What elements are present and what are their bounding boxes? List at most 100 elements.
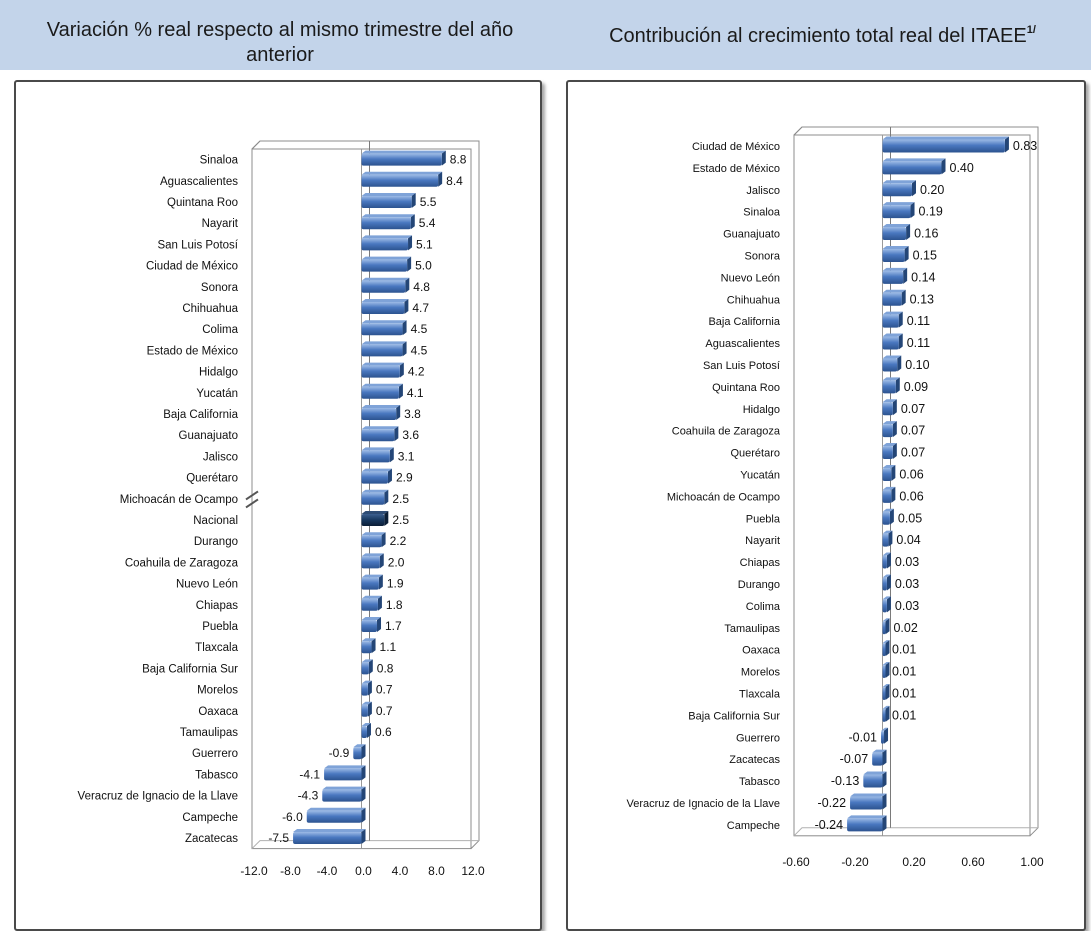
bar-top-face	[850, 793, 887, 797]
bar-top-face	[361, 150, 446, 154]
category-label-aguascalientes: Aguascalientes	[160, 176, 238, 188]
bar-top-face	[882, 355, 902, 359]
bar-face	[361, 196, 412, 208]
bar-top-face	[361, 532, 386, 536]
bar-top-face	[361, 299, 409, 302]
value-label-tabasco: -4.1	[299, 767, 320, 781]
category-label-oaxaca: Oaxaca	[742, 645, 781, 657]
value-label-tamaulipas: 0.02	[893, 621, 917, 635]
category-label-aguascalientes: Aguascalientes	[705, 338, 780, 350]
bar-face	[882, 183, 912, 197]
category-label-nayarit: Nayarit	[202, 218, 239, 230]
bar-side-face	[886, 574, 891, 591]
bar-side-face	[892, 421, 897, 438]
bar-top-face	[882, 596, 891, 600]
bar-top-face	[882, 618, 890, 622]
bar-top-face	[882, 267, 908, 271]
bar-baja-california	[361, 405, 401, 420]
plot-floor	[251, 840, 479, 849]
bar-face	[882, 621, 886, 635]
right-chart-title-text: Contribución al crecimiento total real d…	[609, 25, 1027, 47]
bar-top-face	[882, 508, 894, 512]
bar-puebla	[361, 617, 382, 632]
bar-face	[361, 577, 379, 590]
category-label-ciudad-de-mexico: Ciudad de México	[146, 261, 238, 273]
value-label-jalisco: 3.1	[398, 449, 415, 463]
x-tick-label: -0.20	[841, 855, 869, 869]
bar-side-face	[361, 765, 366, 781]
bar-queretaro	[361, 468, 392, 484]
value-label-sonora: 0.15	[913, 248, 937, 262]
x-tick-label: 4.0	[392, 864, 409, 878]
bar-top-face	[361, 701, 372, 705]
bar-hidalgo	[882, 399, 897, 416]
category-label-veracruz-de-ignacio-de-la-llave: Veracruz de Ignacio de la Llave	[627, 798, 781, 810]
category-label-chiapas: Chiapas	[196, 600, 238, 612]
value-label-michoacan-de-ocampo: 0.06	[899, 489, 923, 503]
value-label-queretaro: 2.9	[396, 471, 413, 485]
bar-yucatan	[361, 383, 403, 399]
category-label-durango: Durango	[194, 536, 238, 548]
bar-aguascalientes	[882, 333, 903, 350]
category-label-nuevo-leon: Nuevo León	[721, 272, 780, 284]
bar-top-face	[882, 377, 900, 381]
value-label-colima: 0.03	[895, 599, 919, 613]
bar-top-face	[361, 383, 403, 387]
bar-top-face	[881, 727, 889, 731]
bar-ciudad-de-mexico	[882, 136, 1009, 153]
bar-side-face	[387, 468, 392, 484]
bar-face	[882, 161, 942, 175]
bar-top-face	[361, 320, 407, 324]
bar-chiapas	[361, 595, 382, 611]
bar-zacatecas	[872, 749, 887, 766]
category-label-queretaro: Querétaro	[186, 473, 238, 485]
bar-side-face	[384, 489, 389, 505]
bar-top-face	[882, 640, 890, 644]
bar-tlaxcala	[882, 683, 890, 700]
value-label-estado-de-mexico: 4.5	[411, 343, 428, 357]
bar-side-face	[404, 299, 409, 314]
bar-campeche	[306, 807, 366, 823]
bar-sonora	[882, 245, 909, 262]
category-label-coahuila-de-zaragoza: Coahuila de Zaragoza	[672, 426, 781, 438]
bar-veracruz-de-ignacio-de-la-llave	[850, 793, 887, 810]
bar-side-face	[901, 289, 906, 306]
bar-face	[361, 641, 372, 654]
bar-jalisco	[882, 180, 916, 197]
value-label-aguascalientes: 8.4	[446, 174, 463, 188]
bar-side-face	[888, 530, 893, 547]
bar-face	[882, 511, 890, 525]
bar-side-face	[904, 245, 909, 262]
value-label-quintana-roo: 0.09	[904, 380, 928, 394]
bar-face	[882, 270, 904, 284]
bar-side-face	[408, 235, 413, 251]
value-label-coahuila-de-zaragoza: 2.0	[388, 555, 405, 569]
bar-face	[361, 217, 411, 230]
value-label-baja-california: 0.11	[907, 314, 930, 328]
bar-side-face	[379, 553, 384, 569]
bar-side-face	[882, 815, 887, 832]
bar-face	[361, 662, 369, 675]
left-chart-panel: Sinaloa 8.8 Aguascalientes 8.4 Quintana Roo 5…	[14, 80, 542, 931]
bar-face	[863, 774, 883, 788]
bar-top-face	[863, 771, 887, 775]
bar-face	[306, 810, 362, 823]
value-label-baja-california-sur: 0.01	[892, 708, 916, 722]
bar-face	[882, 686, 886, 700]
x-tick-label: -12.0	[240, 864, 268, 878]
bar-face	[847, 818, 883, 832]
bar-side-face	[882, 793, 887, 810]
category-label-quintana-roo: Quintana Roo	[167, 197, 238, 209]
category-label-sonora: Sonora	[745, 250, 781, 262]
category-label-yucatan: Yucatán	[740, 469, 780, 481]
bar-top-face	[361, 362, 404, 366]
bar-side-face	[378, 574, 383, 590]
bar-michoacan-de-ocampo	[882, 486, 896, 503]
bar-face	[882, 358, 898, 372]
category-label-quintana-roo: Quintana Roo	[712, 382, 780, 394]
x-tick-label: 0.20	[902, 855, 926, 869]
value-label-michoacan-de-ocampo: 2.5	[392, 492, 409, 506]
bar-baja-california-sur	[361, 659, 373, 675]
value-label-quintana-roo: 5.5	[420, 195, 437, 209]
axis-break-mark	[245, 498, 259, 509]
